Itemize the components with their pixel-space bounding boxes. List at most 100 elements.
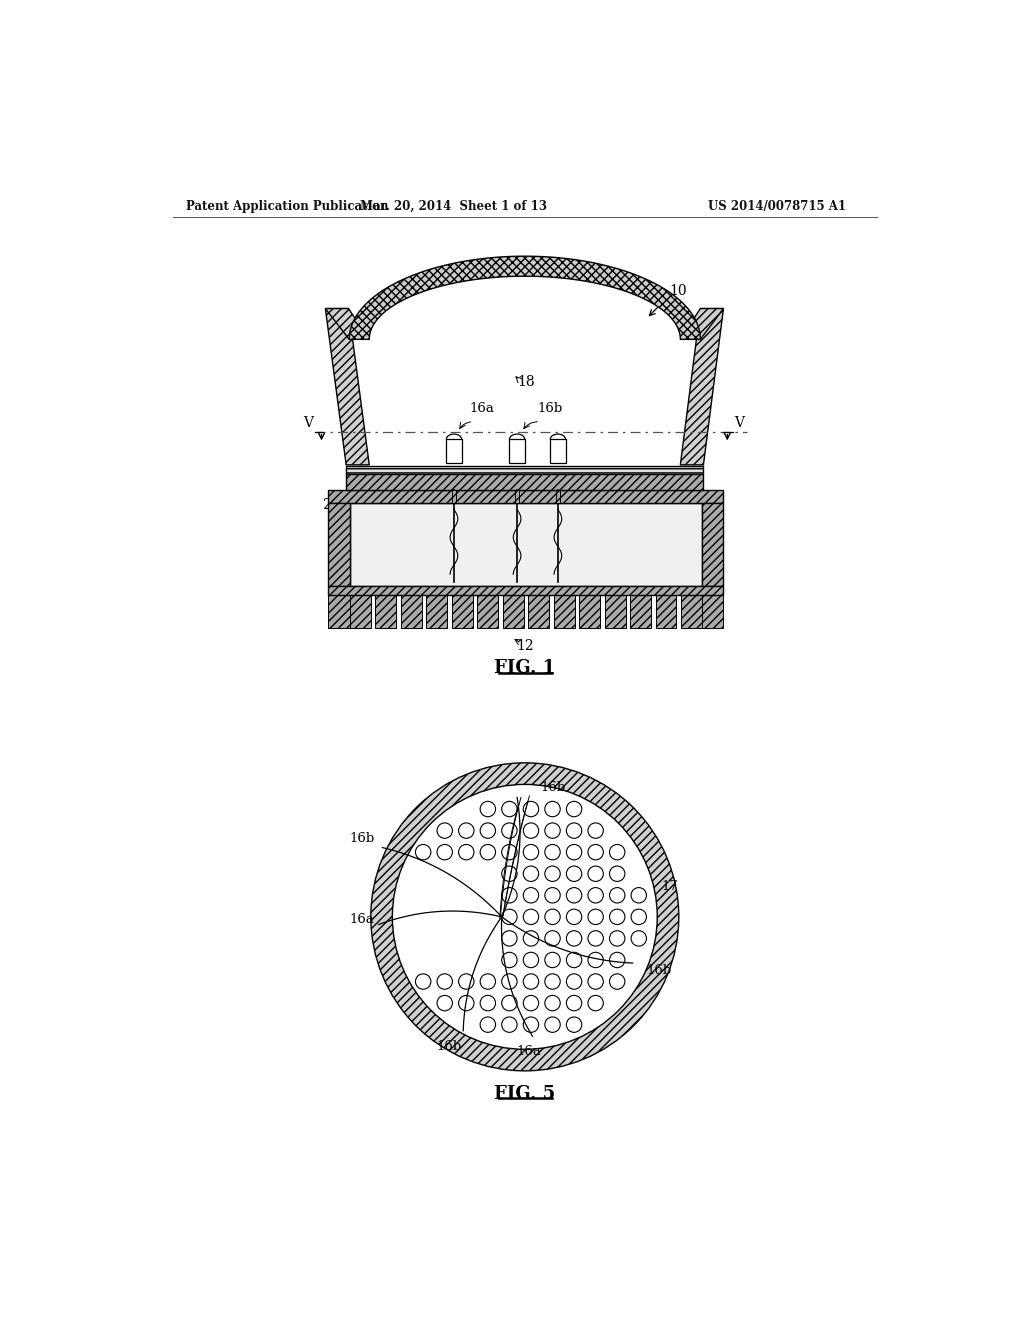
Polygon shape bbox=[346, 466, 703, 474]
Text: 15: 15 bbox=[473, 480, 490, 494]
Polygon shape bbox=[701, 503, 724, 586]
Circle shape bbox=[545, 909, 560, 924]
Text: 17: 17 bbox=[662, 879, 679, 892]
Circle shape bbox=[437, 845, 453, 859]
Polygon shape bbox=[554, 595, 574, 628]
Circle shape bbox=[480, 822, 496, 838]
Circle shape bbox=[566, 866, 582, 882]
Polygon shape bbox=[528, 595, 549, 628]
Text: FIG. 1: FIG. 1 bbox=[495, 659, 555, 677]
Circle shape bbox=[545, 822, 560, 838]
Circle shape bbox=[588, 974, 603, 989]
Text: 16b: 16b bbox=[436, 1040, 462, 1053]
Circle shape bbox=[588, 845, 603, 859]
Circle shape bbox=[502, 974, 517, 989]
Circle shape bbox=[480, 974, 496, 989]
Text: 16b: 16b bbox=[538, 403, 562, 416]
Polygon shape bbox=[655, 595, 677, 628]
Circle shape bbox=[523, 952, 539, 968]
Polygon shape bbox=[426, 595, 447, 628]
Text: 17: 17 bbox=[681, 480, 698, 494]
Circle shape bbox=[588, 887, 603, 903]
Circle shape bbox=[566, 931, 582, 946]
Circle shape bbox=[502, 931, 517, 946]
Circle shape bbox=[502, 1016, 517, 1032]
Circle shape bbox=[631, 887, 646, 903]
Circle shape bbox=[545, 845, 560, 859]
Polygon shape bbox=[452, 490, 457, 503]
Text: 16a: 16a bbox=[349, 912, 374, 925]
Polygon shape bbox=[580, 595, 600, 628]
Circle shape bbox=[523, 931, 539, 946]
Polygon shape bbox=[604, 595, 626, 628]
Polygon shape bbox=[556, 490, 560, 503]
Polygon shape bbox=[452, 595, 473, 628]
Polygon shape bbox=[349, 256, 700, 339]
Circle shape bbox=[566, 952, 582, 968]
Circle shape bbox=[437, 822, 453, 838]
Polygon shape bbox=[630, 595, 651, 628]
Text: Patent Application Publication: Patent Application Publication bbox=[186, 199, 388, 213]
Polygon shape bbox=[680, 309, 724, 339]
Circle shape bbox=[523, 1016, 539, 1032]
Circle shape bbox=[545, 952, 560, 968]
Circle shape bbox=[502, 866, 517, 882]
Polygon shape bbox=[446, 440, 462, 462]
Circle shape bbox=[566, 974, 582, 989]
Text: 16b: 16b bbox=[349, 832, 375, 845]
Polygon shape bbox=[550, 440, 565, 462]
Circle shape bbox=[566, 887, 582, 903]
Polygon shape bbox=[329, 503, 350, 586]
Polygon shape bbox=[477, 595, 499, 628]
Circle shape bbox=[609, 952, 625, 968]
Polygon shape bbox=[401, 595, 422, 628]
Circle shape bbox=[523, 801, 539, 817]
Polygon shape bbox=[680, 309, 724, 465]
Circle shape bbox=[609, 887, 625, 903]
Polygon shape bbox=[515, 490, 519, 503]
Circle shape bbox=[523, 822, 539, 838]
Circle shape bbox=[480, 845, 496, 859]
Circle shape bbox=[609, 974, 625, 989]
Text: 16a: 16a bbox=[516, 1045, 541, 1059]
Circle shape bbox=[523, 845, 539, 859]
Circle shape bbox=[566, 995, 582, 1011]
Circle shape bbox=[588, 952, 603, 968]
Polygon shape bbox=[326, 309, 370, 465]
Circle shape bbox=[566, 801, 582, 817]
Circle shape bbox=[545, 1016, 560, 1032]
Circle shape bbox=[502, 909, 517, 924]
Polygon shape bbox=[350, 503, 701, 586]
Circle shape bbox=[588, 909, 603, 924]
Text: FIG. 5: FIG. 5 bbox=[495, 1085, 555, 1104]
Circle shape bbox=[502, 845, 517, 859]
Circle shape bbox=[631, 909, 646, 924]
Circle shape bbox=[609, 909, 625, 924]
Circle shape bbox=[566, 1016, 582, 1032]
Circle shape bbox=[371, 763, 679, 1071]
Circle shape bbox=[523, 995, 539, 1011]
Polygon shape bbox=[329, 595, 350, 628]
Circle shape bbox=[502, 887, 517, 903]
Text: 14: 14 bbox=[410, 479, 427, 492]
Circle shape bbox=[416, 974, 431, 989]
Circle shape bbox=[437, 974, 453, 989]
Text: 28: 28 bbox=[323, 498, 340, 512]
Circle shape bbox=[416, 845, 431, 859]
Circle shape bbox=[437, 995, 453, 1011]
Circle shape bbox=[609, 866, 625, 882]
Circle shape bbox=[545, 866, 560, 882]
Circle shape bbox=[588, 995, 603, 1011]
Polygon shape bbox=[329, 586, 724, 595]
Text: 16b: 16b bbox=[541, 781, 565, 795]
Circle shape bbox=[480, 801, 496, 817]
Circle shape bbox=[631, 931, 646, 946]
Polygon shape bbox=[701, 595, 724, 628]
Circle shape bbox=[566, 909, 582, 924]
Circle shape bbox=[459, 845, 474, 859]
Text: 16a: 16a bbox=[469, 403, 495, 416]
Text: V: V bbox=[734, 416, 743, 430]
Text: V: V bbox=[303, 416, 312, 430]
Circle shape bbox=[502, 801, 517, 817]
Text: 12: 12 bbox=[516, 639, 534, 652]
